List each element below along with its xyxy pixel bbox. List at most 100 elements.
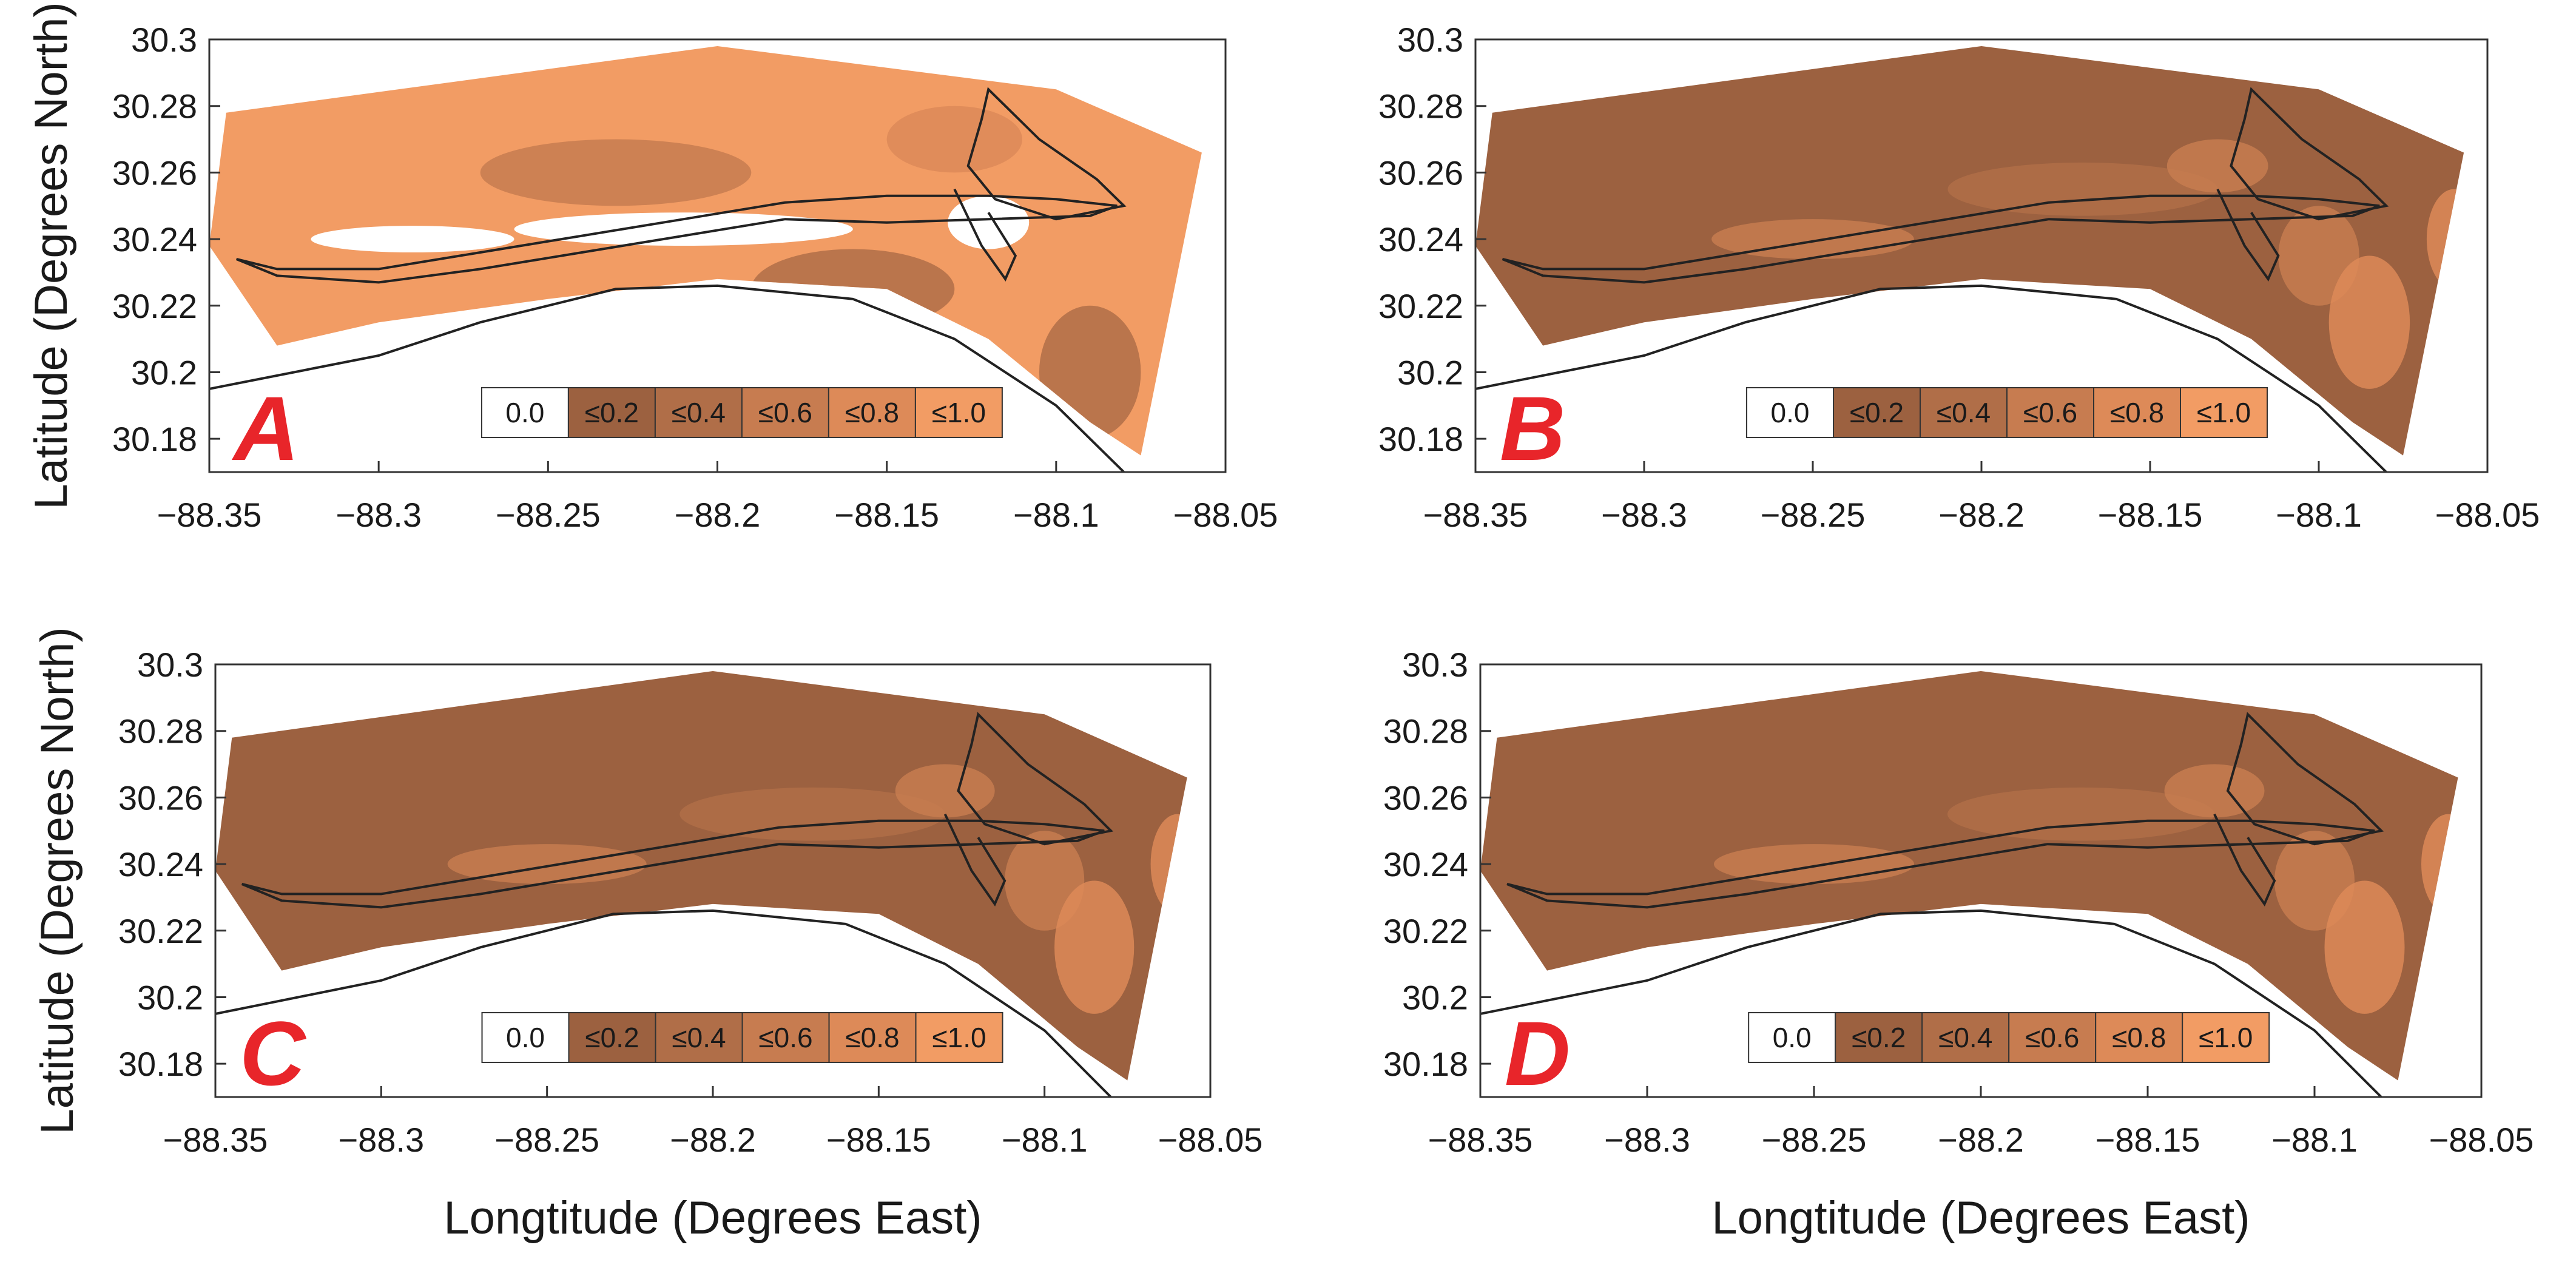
y-tick-label: 30.3	[131, 21, 197, 59]
x-tick-label: −88.1	[2276, 496, 2362, 534]
legend-label: 0.0	[506, 1022, 545, 1053]
contour-zone	[1150, 814, 1187, 914]
zero-zone	[948, 195, 1030, 249]
legend-label: ≤0.2	[585, 1022, 639, 1053]
contour-zone	[2166, 139, 2268, 193]
legend-label: ≤0.8	[2110, 397, 2164, 428]
legend-label: ≤0.6	[758, 397, 812, 428]
legend-label: ≤0.4	[672, 397, 726, 428]
legend-swatch	[2095, 1011, 2183, 1063]
zero-zone	[514, 212, 853, 246]
legend: 0.0 ≤0.2 ≤0.4 ≤0.6 ≤0.8 ≤1.0	[481, 1011, 1003, 1063]
x-tick-label: −88.15	[2096, 1121, 2200, 1159]
legend-label: ≤0.2	[1850, 397, 1904, 428]
map-panel-D: −88.35 −88.3 −88.25 −88.2 −88.15 −88.1 −88.05 3…	[1383, 646, 2534, 1244]
x-tick-label: −88.05	[2429, 1121, 2534, 1159]
y-tick-label: 30.28	[1378, 87, 1463, 126]
x-tick-label: −88.15	[826, 1121, 931, 1159]
legend-label: ≤0.6	[2023, 397, 2077, 428]
y-tick-label: 30.22	[1383, 912, 1468, 950]
mainland-shoreline	[1475, 284, 2387, 473]
legend-swatch	[1746, 387, 1835, 438]
map-panel-A: −88.35 −88.3 −88.25 −88.2 −88.15 −88.1 −88.05 3…	[25, 2, 1278, 534]
spit-outline	[2213, 813, 2276, 906]
contour-zone	[1947, 787, 2214, 841]
x-tick-label: −88.35	[1428, 1121, 1533, 1159]
x-tick-label: −88.3	[1604, 1121, 1690, 1159]
x-tick-label: −88.15	[2098, 496, 2203, 534]
mainland-shoreline	[215, 909, 1112, 1098]
y-tick-label: 30.22	[118, 912, 203, 950]
y-tick-label: 30.24	[1378, 220, 1463, 258]
barrier-island-outline	[235, 194, 1118, 284]
y-tick-label: 30.2	[131, 353, 197, 391]
x-axis-title: Longtitude (Degrees East)	[443, 1192, 982, 1244]
legend-swatch	[2180, 387, 2268, 438]
x-tick-label: −88.3	[335, 496, 422, 534]
y-tick-label: 30.22	[112, 287, 197, 325]
legend-label: 0.0	[1773, 1022, 1812, 1053]
y-tick-label: 30.18	[118, 1045, 203, 1083]
x-tick-label: −88.25	[1761, 496, 1866, 534]
zero-zone	[311, 226, 514, 253]
legend-label: ≤0.2	[1852, 1022, 1906, 1053]
legend-swatch	[567, 387, 656, 438]
peninsula-outline	[957, 712, 1114, 846]
y-axis-title: Latitude (Degrees North)	[25, 2, 77, 509]
peninsula-outline	[2230, 87, 2389, 221]
barrier-island-outline	[1502, 194, 2380, 284]
x-tick-label: −88.1	[1002, 1121, 1088, 1159]
legend: 0.0 ≤0.2 ≤0.4 ≤0.6 ≤0.8 ≤1.0	[480, 387, 1003, 438]
legend-label: ≤0.4	[672, 1022, 726, 1053]
peninsula-outline	[2226, 712, 2384, 846]
x-tick-label: −88.35	[163, 1121, 268, 1159]
y-tick-label: 30.24	[112, 220, 197, 258]
x-tick-label: −88.2	[1938, 1121, 2024, 1159]
spit-outline	[2216, 188, 2280, 282]
contour-zone	[679, 787, 945, 841]
legend-swatch	[1920, 387, 2008, 438]
legend-label: ≤0.4	[1937, 397, 1991, 428]
legend-swatch	[914, 387, 1003, 438]
contour-zone	[1039, 305, 1141, 439]
x-tick-label: −88.2	[1938, 496, 2025, 534]
barrier-island-outline	[1506, 819, 2375, 909]
legend-label: ≤0.8	[845, 1022, 899, 1053]
mainland-shoreline	[209, 284, 1125, 473]
x-tick-label: −88.05	[2435, 496, 2540, 534]
contour-zone	[2426, 189, 2464, 289]
legend: 0.0 ≤0.2 ≤0.4 ≤0.6 ≤0.8 ≤1.0	[1748, 1011, 2270, 1063]
legend-label: ≤0.6	[758, 1022, 812, 1053]
legend-swatch	[828, 387, 916, 438]
legend-label: 0.0	[1771, 397, 1810, 428]
x-tick-label: −88.25	[494, 1121, 599, 1159]
contour-zone	[2324, 880, 2405, 1014]
y-tick-label: 30.28	[118, 712, 203, 751]
contour-zone	[751, 249, 955, 329]
legend-swatch	[480, 387, 569, 438]
barrier-island-outline	[241, 819, 1105, 909]
x-tick-label: −88.1	[2271, 1121, 2358, 1159]
legend-swatch	[1921, 1011, 2010, 1063]
legend-swatch	[2182, 1011, 2270, 1063]
y-tick-label: 30.18	[1383, 1045, 1468, 1083]
legend-label: ≤0.2	[585, 397, 639, 428]
x-tick-label: −88.3	[1601, 496, 1687, 534]
y-tick-label: 30.22	[1378, 287, 1463, 325]
y-tick-label: 30.3	[1402, 646, 1468, 684]
contour-zone	[2421, 814, 2458, 914]
spit-outline	[953, 188, 1017, 282]
contour-zone	[1054, 880, 1135, 1014]
contour-zone	[886, 106, 1023, 173]
y-tick-label: 30.2	[1402, 978, 1468, 1016]
legend-label: 0.0	[505, 397, 544, 428]
contour-zone	[1947, 162, 2218, 216]
legend-label: ≤1.0	[2199, 1022, 2253, 1053]
panel-letter: D	[1505, 1002, 1570, 1104]
y-tick-label: 30.28	[1383, 712, 1468, 751]
legend-swatch	[568, 1011, 656, 1063]
contour-zone	[2328, 255, 2410, 389]
x-tick-label: −88.2	[675, 496, 761, 534]
legend-swatch	[2006, 387, 2095, 438]
contour-zones	[447, 764, 1187, 1014]
